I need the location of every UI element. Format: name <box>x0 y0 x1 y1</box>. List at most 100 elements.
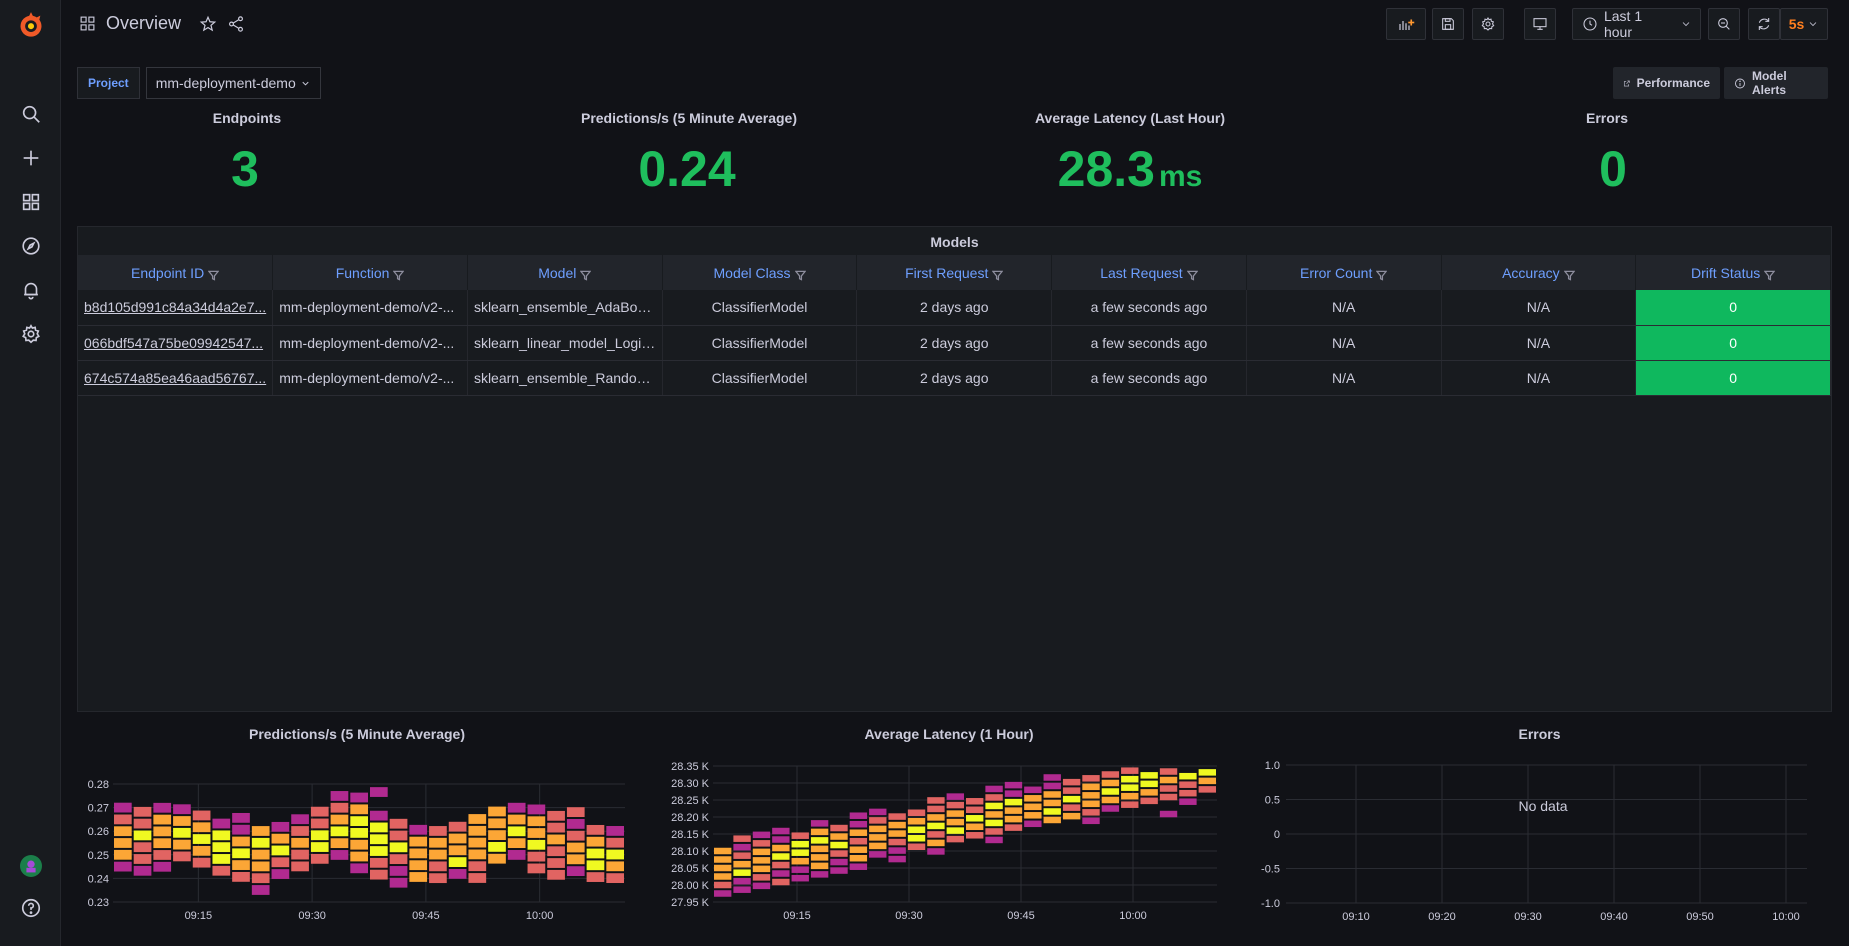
table-row[interactable]: 066bdf547a75be09942547... mm-deployment-d… <box>78 325 1831 361</box>
help-icon[interactable] <box>16 893 46 923</box>
heatmap-cell <box>251 885 270 895</box>
chevron-down-icon <box>1809 22 1817 27</box>
heatmap-cell <box>1140 772 1158 779</box>
filter-icon[interactable] <box>794 268 806 281</box>
heatmap-cell <box>1179 781 1197 788</box>
save-dashboard-button[interactable] <box>1432 8 1464 40</box>
column-header[interactable]: Model <box>467 255 663 290</box>
create-plus-icon[interactable] <box>16 143 46 173</box>
filter-icon[interactable] <box>1186 268 1199 281</box>
column-header[interactable]: Model Class <box>662 255 858 290</box>
heatmap-cell <box>1004 807 1023 814</box>
share-icon[interactable] <box>227 15 245 33</box>
table-cell: mm-deployment-demo/v2-... <box>272 360 468 396</box>
stat-value: 0 <box>1599 141 1627 197</box>
column-header[interactable]: Error Count <box>1246 255 1442 290</box>
filter-icon[interactable] <box>579 268 592 281</box>
grafana-logo-icon[interactable] <box>16 10 46 40</box>
heatmap-cell <box>409 836 428 847</box>
column-header[interactable]: Drift Status <box>1635 255 1831 290</box>
heatmap-cell <box>714 856 732 863</box>
add-panel-button[interactable] <box>1386 8 1426 40</box>
heatmap-cell <box>772 870 790 877</box>
filter-icon[interactable] <box>1763 268 1776 281</box>
heatmap-cell <box>448 833 467 844</box>
user-avatar[interactable] <box>16 851 46 881</box>
chevron-down-icon <box>1682 22 1690 27</box>
heatmap-cell <box>389 854 408 865</box>
configuration-gear-icon[interactable] <box>16 319 46 349</box>
star-icon[interactable] <box>199 15 217 33</box>
table-row[interactable]: 674c574a85ea46aad56767... mm-deployment-d… <box>78 360 1831 396</box>
zoom-out-button[interactable] <box>1708 8 1740 40</box>
heatmap-cell <box>714 847 732 855</box>
predictions-heatmap-chart[interactable]: 0.23 0.24 0.25 0.26 0.27 0.28 09:15 09:30 09:45 1… <box>77 720 637 938</box>
heatmap-cell <box>1121 767 1139 774</box>
heatmap-cell <box>1082 817 1100 825</box>
heatmap-cell <box>869 808 887 816</box>
dashboards-icon[interactable] <box>16 187 46 217</box>
table-cell: a few seconds ago <box>1051 290 1247 326</box>
heatmap-cell <box>888 847 906 854</box>
endpoint-id-link[interactable]: 674c574a85ea46aad56767... <box>78 360 274 396</box>
alerting-bell-icon[interactable] <box>16 275 46 305</box>
project-variable-select[interactable]: mm-deployment-demo <box>145 67 321 99</box>
search-icon[interactable] <box>16 99 46 129</box>
dashboard-settings-button[interactable] <box>1472 8 1504 40</box>
heatmap-cell <box>1082 775 1100 782</box>
filter-icon[interactable] <box>1375 268 1388 281</box>
filter-icon[interactable] <box>207 268 220 281</box>
heatmap-cell <box>927 805 945 813</box>
column-header-label: Last Request <box>1100 264 1183 281</box>
table-row[interactable]: b8d105d991c84a34d4a2e7... mm-deployment-d… <box>78 290 1831 326</box>
column-header[interactable]: Accuracy <box>1441 255 1637 290</box>
heatmap-cell <box>606 873 624 884</box>
endpoint-id-link[interactable]: 066bdf547a75be09942547... <box>78 325 274 361</box>
no-data-message: No data <box>1518 798 1567 814</box>
column-header[interactable]: Last Request <box>1051 255 1247 290</box>
column-header[interactable]: Function <box>272 255 468 290</box>
refresh-button[interactable] <box>1748 8 1780 40</box>
explore-compass-icon[interactable] <box>16 231 46 261</box>
tv-mode-button[interactable] <box>1524 8 1556 40</box>
heatmap-cell <box>370 846 388 856</box>
heatmap-cell <box>212 830 231 841</box>
refresh-interval-picker[interactable]: 5s <box>1780 8 1828 40</box>
errors-graph-chart[interactable]: -1.0 -0.5 0 0.5 1.0 09:10 09:20 09:30 09:40 09:50… <box>1252 720 1827 938</box>
heatmap-cell <box>927 814 945 821</box>
column-header[interactable]: Endpoint ID <box>78 255 274 290</box>
table-cell: a few seconds ago <box>1051 360 1247 396</box>
heatmap-cell <box>468 837 487 848</box>
heatmap-cell <box>1159 793 1178 801</box>
drift-status-cell: 0 <box>1635 290 1831 326</box>
stat-value: 0.24 <box>638 141 736 197</box>
heatmap-cell <box>810 871 829 878</box>
column-header[interactable]: First Request <box>856 255 1053 290</box>
heatmap-cell <box>946 835 964 843</box>
table-cell: a few seconds ago <box>1051 325 1247 361</box>
filter-icon[interactable] <box>393 268 405 281</box>
clock-icon <box>1583 17 1597 31</box>
model-alerts-link-label: Model Alerts <box>1751 69 1787 97</box>
heatmap-cell <box>153 838 172 849</box>
heatmap-cell <box>772 861 790 869</box>
stat-value: 3 <box>231 141 259 197</box>
heatmap-cell <box>173 816 191 826</box>
stat-value: 28.3 ms <box>1057 141 1203 197</box>
model-alerts-link-button[interactable]: Model Alerts <box>1724 67 1828 99</box>
heatmap-cell <box>810 845 829 853</box>
dashboard-title[interactable]: Overview <box>79 13 245 34</box>
heatmap-cell <box>907 809 926 816</box>
time-picker-button[interactable]: Last 1 hour <box>1572 8 1701 40</box>
heatmap-cell <box>153 861 172 872</box>
performance-link-button[interactable]: Performance <box>1613 67 1720 99</box>
filter-icon[interactable] <box>1563 268 1576 281</box>
latency-heatmap-chart[interactable]: 27.95 K 28.00 K 28.05 K 28.10 K 28.15 K 28.20… <box>669 720 1229 938</box>
heatmap-cell <box>468 873 487 883</box>
heatmap-cell <box>772 878 790 886</box>
endpoint-id-link[interactable]: b8d105d991c84a34d4a2e7... <box>78 290 274 326</box>
filter-icon[interactable] <box>991 268 1004 281</box>
predictions-heatmap-panel: Predictions/s (5 Minute Average) 0.23 0.2… <box>77 720 637 938</box>
heatmap-cell <box>448 868 467 879</box>
heatmap-cell <box>849 846 868 853</box>
